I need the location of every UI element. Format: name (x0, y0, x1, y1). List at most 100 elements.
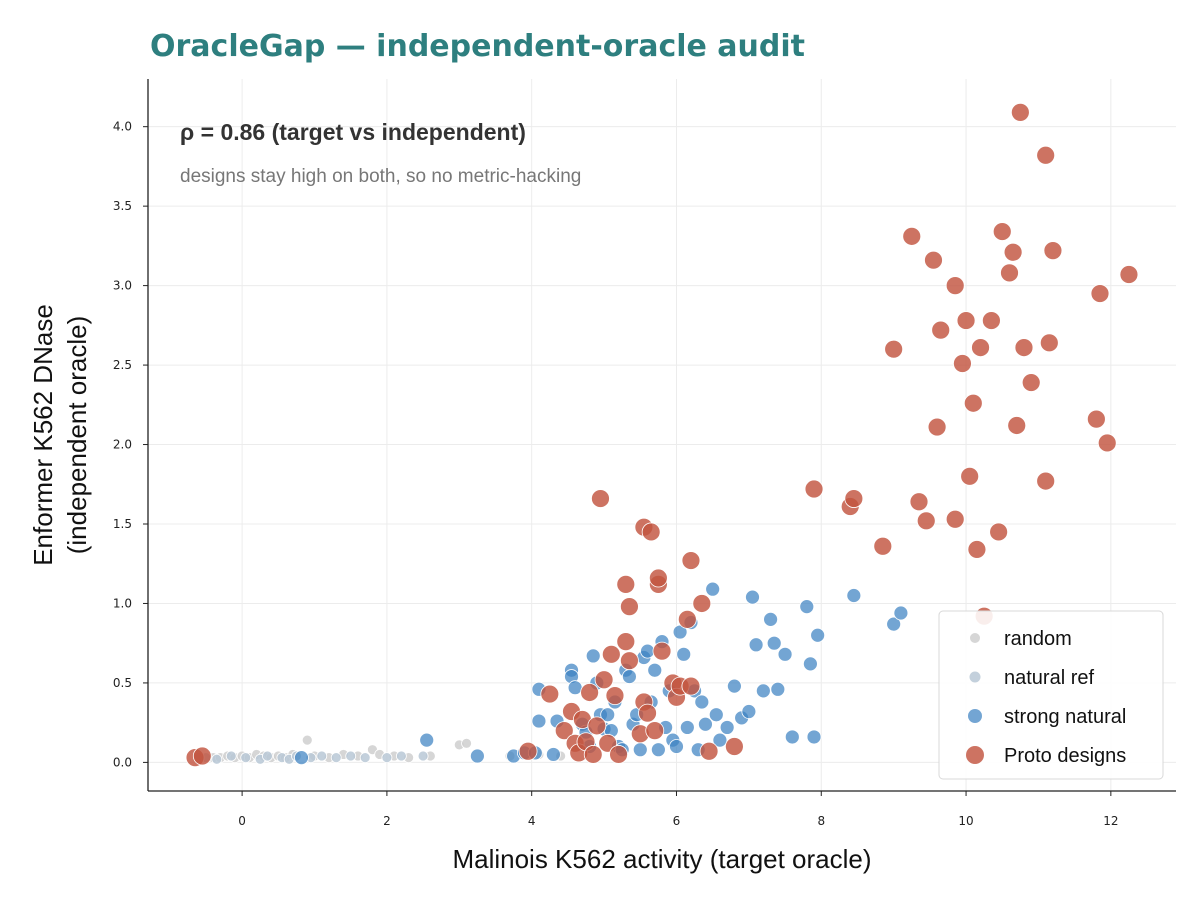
data-point (1014, 338, 1034, 357)
data-point (766, 635, 782, 651)
chart-title: OracleGap — independent-oracle audit (150, 29, 805, 64)
data-point (645, 721, 665, 741)
data-point (417, 750, 429, 762)
data-point (676, 646, 692, 662)
annotation-sub: designs stay high on both, so no metric-… (180, 166, 581, 187)
data-point (225, 750, 237, 762)
data-point (1007, 416, 1027, 435)
data-point (594, 670, 614, 690)
data-point (679, 720, 695, 735)
data-point (924, 250, 943, 270)
data-point (620, 651, 639, 671)
data-point (647, 662, 663, 678)
data-point (652, 641, 672, 661)
y-tick-label: 0.5 (113, 676, 132, 690)
data-point (873, 536, 893, 556)
y-tick-label: 2.0 (113, 438, 132, 452)
data-point (699, 741, 719, 761)
data-point (1097, 433, 1117, 453)
data-point (518, 741, 538, 761)
data-point (745, 589, 760, 605)
data-point (622, 669, 637, 684)
data-point (992, 222, 1012, 241)
series-natural-ref (200, 750, 429, 765)
data-point (844, 489, 864, 508)
x-tick-label: 2 (383, 814, 391, 828)
data-point (262, 750, 273, 762)
axes (147, 79, 1176, 792)
data-point (1021, 373, 1041, 392)
data-point (681, 551, 701, 570)
data-point (583, 745, 603, 764)
series-proto-designs (185, 102, 1139, 768)
x-axis-label: Malinois K562 activity (target oracle) (452, 844, 871, 874)
data-point (726, 678, 742, 694)
data-point (956, 311, 976, 330)
data-point (632, 742, 648, 758)
y-tick-label: 3.5 (113, 199, 132, 213)
y-tick-label: 3.0 (113, 279, 132, 293)
data-point (804, 479, 824, 499)
data-point (359, 752, 371, 764)
legend-label-random: random (1004, 628, 1072, 650)
y-axis-ticks: 0.0 0.5 1.0 1.5 2.0 2.5 3.0 3.5 4.0 (113, 120, 148, 769)
data-point (909, 492, 929, 512)
x-tick-label: 4 (528, 814, 536, 828)
data-point (967, 540, 987, 559)
data-point (330, 752, 342, 764)
data-point (712, 732, 728, 748)
data-point (755, 683, 771, 699)
y-tick-label: 1.0 (113, 596, 132, 610)
data-point (724, 737, 744, 756)
legend-marker-random (970, 633, 980, 643)
data-point (884, 339, 904, 359)
data-point (799, 599, 815, 615)
data-point (546, 747, 561, 762)
data-point (540, 684, 560, 704)
data-point (945, 509, 965, 529)
data-point (609, 745, 628, 764)
y-axis-label: Enformer K562 DNase (independent oracle) (28, 304, 92, 566)
data-point (989, 522, 1009, 542)
data-point (620, 597, 639, 617)
data-point (692, 594, 712, 613)
data-point (1000, 263, 1019, 283)
data-point (960, 466, 980, 486)
data-point (395, 750, 407, 762)
data-point (531, 713, 547, 729)
y-axis-label-line2: (independent oracle) (62, 316, 92, 555)
data-point (316, 750, 328, 762)
data-point (902, 226, 922, 246)
data-point (784, 729, 800, 745)
annotation: ρ = 0.86 (target vs independent) designs… (180, 119, 581, 187)
legend: random natural ref strong natural Proto … (938, 610, 1164, 780)
data-point (1036, 145, 1056, 165)
data-point (763, 611, 778, 627)
data-point (585, 648, 601, 664)
data-point (846, 588, 862, 603)
data-point (719, 720, 735, 735)
data-point (698, 716, 713, 732)
data-point (648, 568, 668, 588)
data-point (616, 574, 636, 594)
data-points (185, 102, 1139, 768)
data-point (1090, 284, 1110, 303)
data-point (1043, 241, 1063, 261)
data-point (916, 511, 936, 531)
data-point (806, 729, 822, 745)
data-point (927, 417, 947, 437)
data-point (810, 627, 826, 643)
y-tick-label: 2.5 (113, 358, 132, 372)
data-point (381, 752, 393, 764)
data-point (1039, 333, 1059, 353)
y-tick-label: 4.0 (113, 120, 132, 134)
data-point (211, 753, 223, 765)
data-point (681, 676, 701, 696)
data-point (638, 703, 657, 723)
data-point (554, 721, 574, 741)
data-point (669, 739, 684, 754)
data-point (981, 311, 1001, 330)
x-tick-label: 0 (238, 814, 246, 828)
data-point (1003, 242, 1023, 262)
